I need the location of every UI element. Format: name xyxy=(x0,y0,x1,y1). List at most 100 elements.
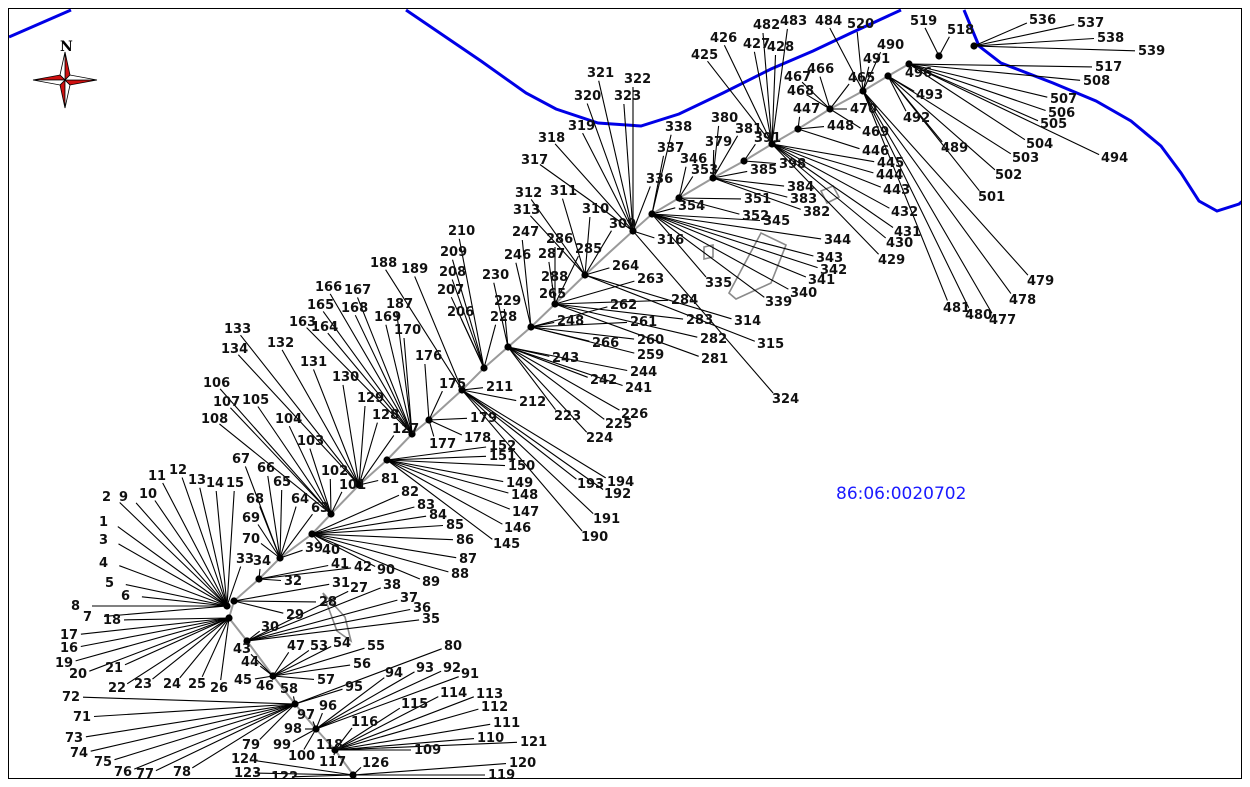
point-label-22: 22 xyxy=(108,681,126,696)
survey-node-31[interactable] xyxy=(859,87,867,95)
point-label-73: 73 xyxy=(65,731,83,746)
point-label-210: 210 xyxy=(448,224,475,239)
survey-node-33[interactable] xyxy=(905,60,913,68)
point-label-2: 2 xyxy=(102,490,111,505)
point-label-483: 483 xyxy=(780,14,807,29)
boundary-ray-313 xyxy=(529,215,586,276)
survey-node-21[interactable] xyxy=(551,300,559,308)
boundary-ray-263 xyxy=(554,280,635,305)
point-label-479: 479 xyxy=(1027,274,1054,289)
point-label-6: 6 xyxy=(121,589,130,604)
point-label-507: 507 xyxy=(1050,92,1077,107)
boundary-ray-212 xyxy=(461,389,517,402)
point-label-63: 63 xyxy=(311,501,329,516)
boundary-ray-169 xyxy=(385,324,413,435)
boundary-ray-19 xyxy=(75,617,230,662)
point-label-18: 18 xyxy=(103,613,121,628)
boundary-ray-83 xyxy=(311,506,415,535)
boundary-ray-342 xyxy=(651,213,818,269)
point-label-484: 484 xyxy=(815,14,842,29)
survey-node-32[interactable] xyxy=(884,72,892,80)
survey-node-24[interactable] xyxy=(648,210,656,218)
survey-node-1[interactable] xyxy=(225,614,233,622)
north-label: N xyxy=(60,39,73,55)
survey-node-27[interactable] xyxy=(740,157,748,165)
point-label-518: 518 xyxy=(947,23,974,38)
boundary-ray-72 xyxy=(82,696,296,705)
boundary-ray-247 xyxy=(521,239,532,328)
survey-node-34[interactable] xyxy=(935,52,943,60)
point-label-467: 467 xyxy=(784,70,811,85)
boundary-ray-345 xyxy=(651,213,761,222)
survey-node-28[interactable] xyxy=(768,140,776,148)
boundary-ray-430 xyxy=(771,143,887,239)
map-frame[interactable]: 1 2 3 4 5 6 7 8 9 10 11 12 13 14 15 16 17 18 19 20 21 22 23 24 2… xyxy=(8,8,1242,779)
point-label-17: 17 xyxy=(60,628,78,643)
boundary-ray-104 xyxy=(288,425,332,515)
survey-node-30[interactable] xyxy=(826,105,834,113)
survey-node-29[interactable] xyxy=(794,125,802,133)
boundary-ray-338 xyxy=(651,134,672,215)
survey-node-18[interactable] xyxy=(480,364,488,372)
survey-node-15[interactable] xyxy=(408,430,416,438)
boundary-ray-385 xyxy=(712,170,748,179)
survey-node-23[interactable] xyxy=(629,227,637,235)
survey-node-25[interactable] xyxy=(675,194,683,202)
survey-node-20[interactable] xyxy=(527,323,535,331)
survey-node-17[interactable] xyxy=(458,386,466,394)
point-label-508: 508 xyxy=(1083,74,1110,89)
point-label-131: 131 xyxy=(300,355,327,370)
survey-node-8[interactable] xyxy=(291,700,299,708)
boundary-ray-43 xyxy=(250,653,274,677)
point-label-45: 45 xyxy=(234,673,252,688)
survey-node-35[interactable] xyxy=(970,42,978,50)
boundary-ray-223 xyxy=(507,346,556,411)
point-label-114: 114 xyxy=(440,686,467,701)
point-label-286: 286 xyxy=(546,232,573,247)
boundary-ray-518 xyxy=(938,36,950,57)
boundary-ray-244 xyxy=(507,346,628,372)
point-label-246: 246 xyxy=(504,248,531,263)
point-label-86: 86 xyxy=(456,533,474,548)
survey-node-4[interactable] xyxy=(255,575,263,583)
survey-node-2[interactable] xyxy=(230,597,238,605)
boundary-ray-318 xyxy=(554,143,634,232)
point-label-226: 226 xyxy=(621,407,648,422)
boundary-ray-341 xyxy=(651,213,807,278)
survey-node-12[interactable] xyxy=(327,510,335,518)
point-label-152: 152 xyxy=(489,439,516,454)
survey-node-3[interactable] xyxy=(243,637,251,645)
point-label-190: 190 xyxy=(581,530,608,545)
point-label-27: 27 xyxy=(350,581,368,596)
survey-node-6[interactable] xyxy=(276,554,284,562)
point-label-320: 320 xyxy=(574,89,601,104)
boundary-ray-15 xyxy=(226,490,235,607)
point-label-316: 316 xyxy=(657,233,684,248)
survey-node-26[interactable] xyxy=(709,174,717,182)
survey-node-16[interactable] xyxy=(425,416,433,424)
survey-node-7[interactable] xyxy=(308,530,316,538)
point-label-74: 74 xyxy=(70,746,88,761)
survey-node-11[interactable] xyxy=(349,771,357,778)
boundary-ray-164 xyxy=(327,332,413,435)
survey-node-19[interactable] xyxy=(504,343,512,351)
survey-node-0[interactable] xyxy=(223,602,231,610)
point-label-244: 244 xyxy=(630,365,657,380)
point-label-58: 58 xyxy=(280,682,298,697)
point-label-151: 151 xyxy=(489,449,516,464)
survey-node-14[interactable] xyxy=(383,456,391,464)
survey-node-9[interactable] xyxy=(312,725,320,733)
boundary-ray-100 xyxy=(303,728,317,750)
survey-node-5[interactable] xyxy=(269,672,277,680)
boundary-ray-506 xyxy=(908,63,1046,112)
point-label-12: 12 xyxy=(169,463,187,478)
boundary-ray-316 xyxy=(632,230,655,239)
boundary-ray-11 xyxy=(162,482,228,607)
survey-node-13[interactable] xyxy=(355,481,363,489)
point-label-465: 465 xyxy=(848,71,875,86)
boundary-ray-353 xyxy=(678,176,694,199)
survey-node-10[interactable] xyxy=(331,746,339,754)
survey-node-22[interactable] xyxy=(581,271,589,279)
